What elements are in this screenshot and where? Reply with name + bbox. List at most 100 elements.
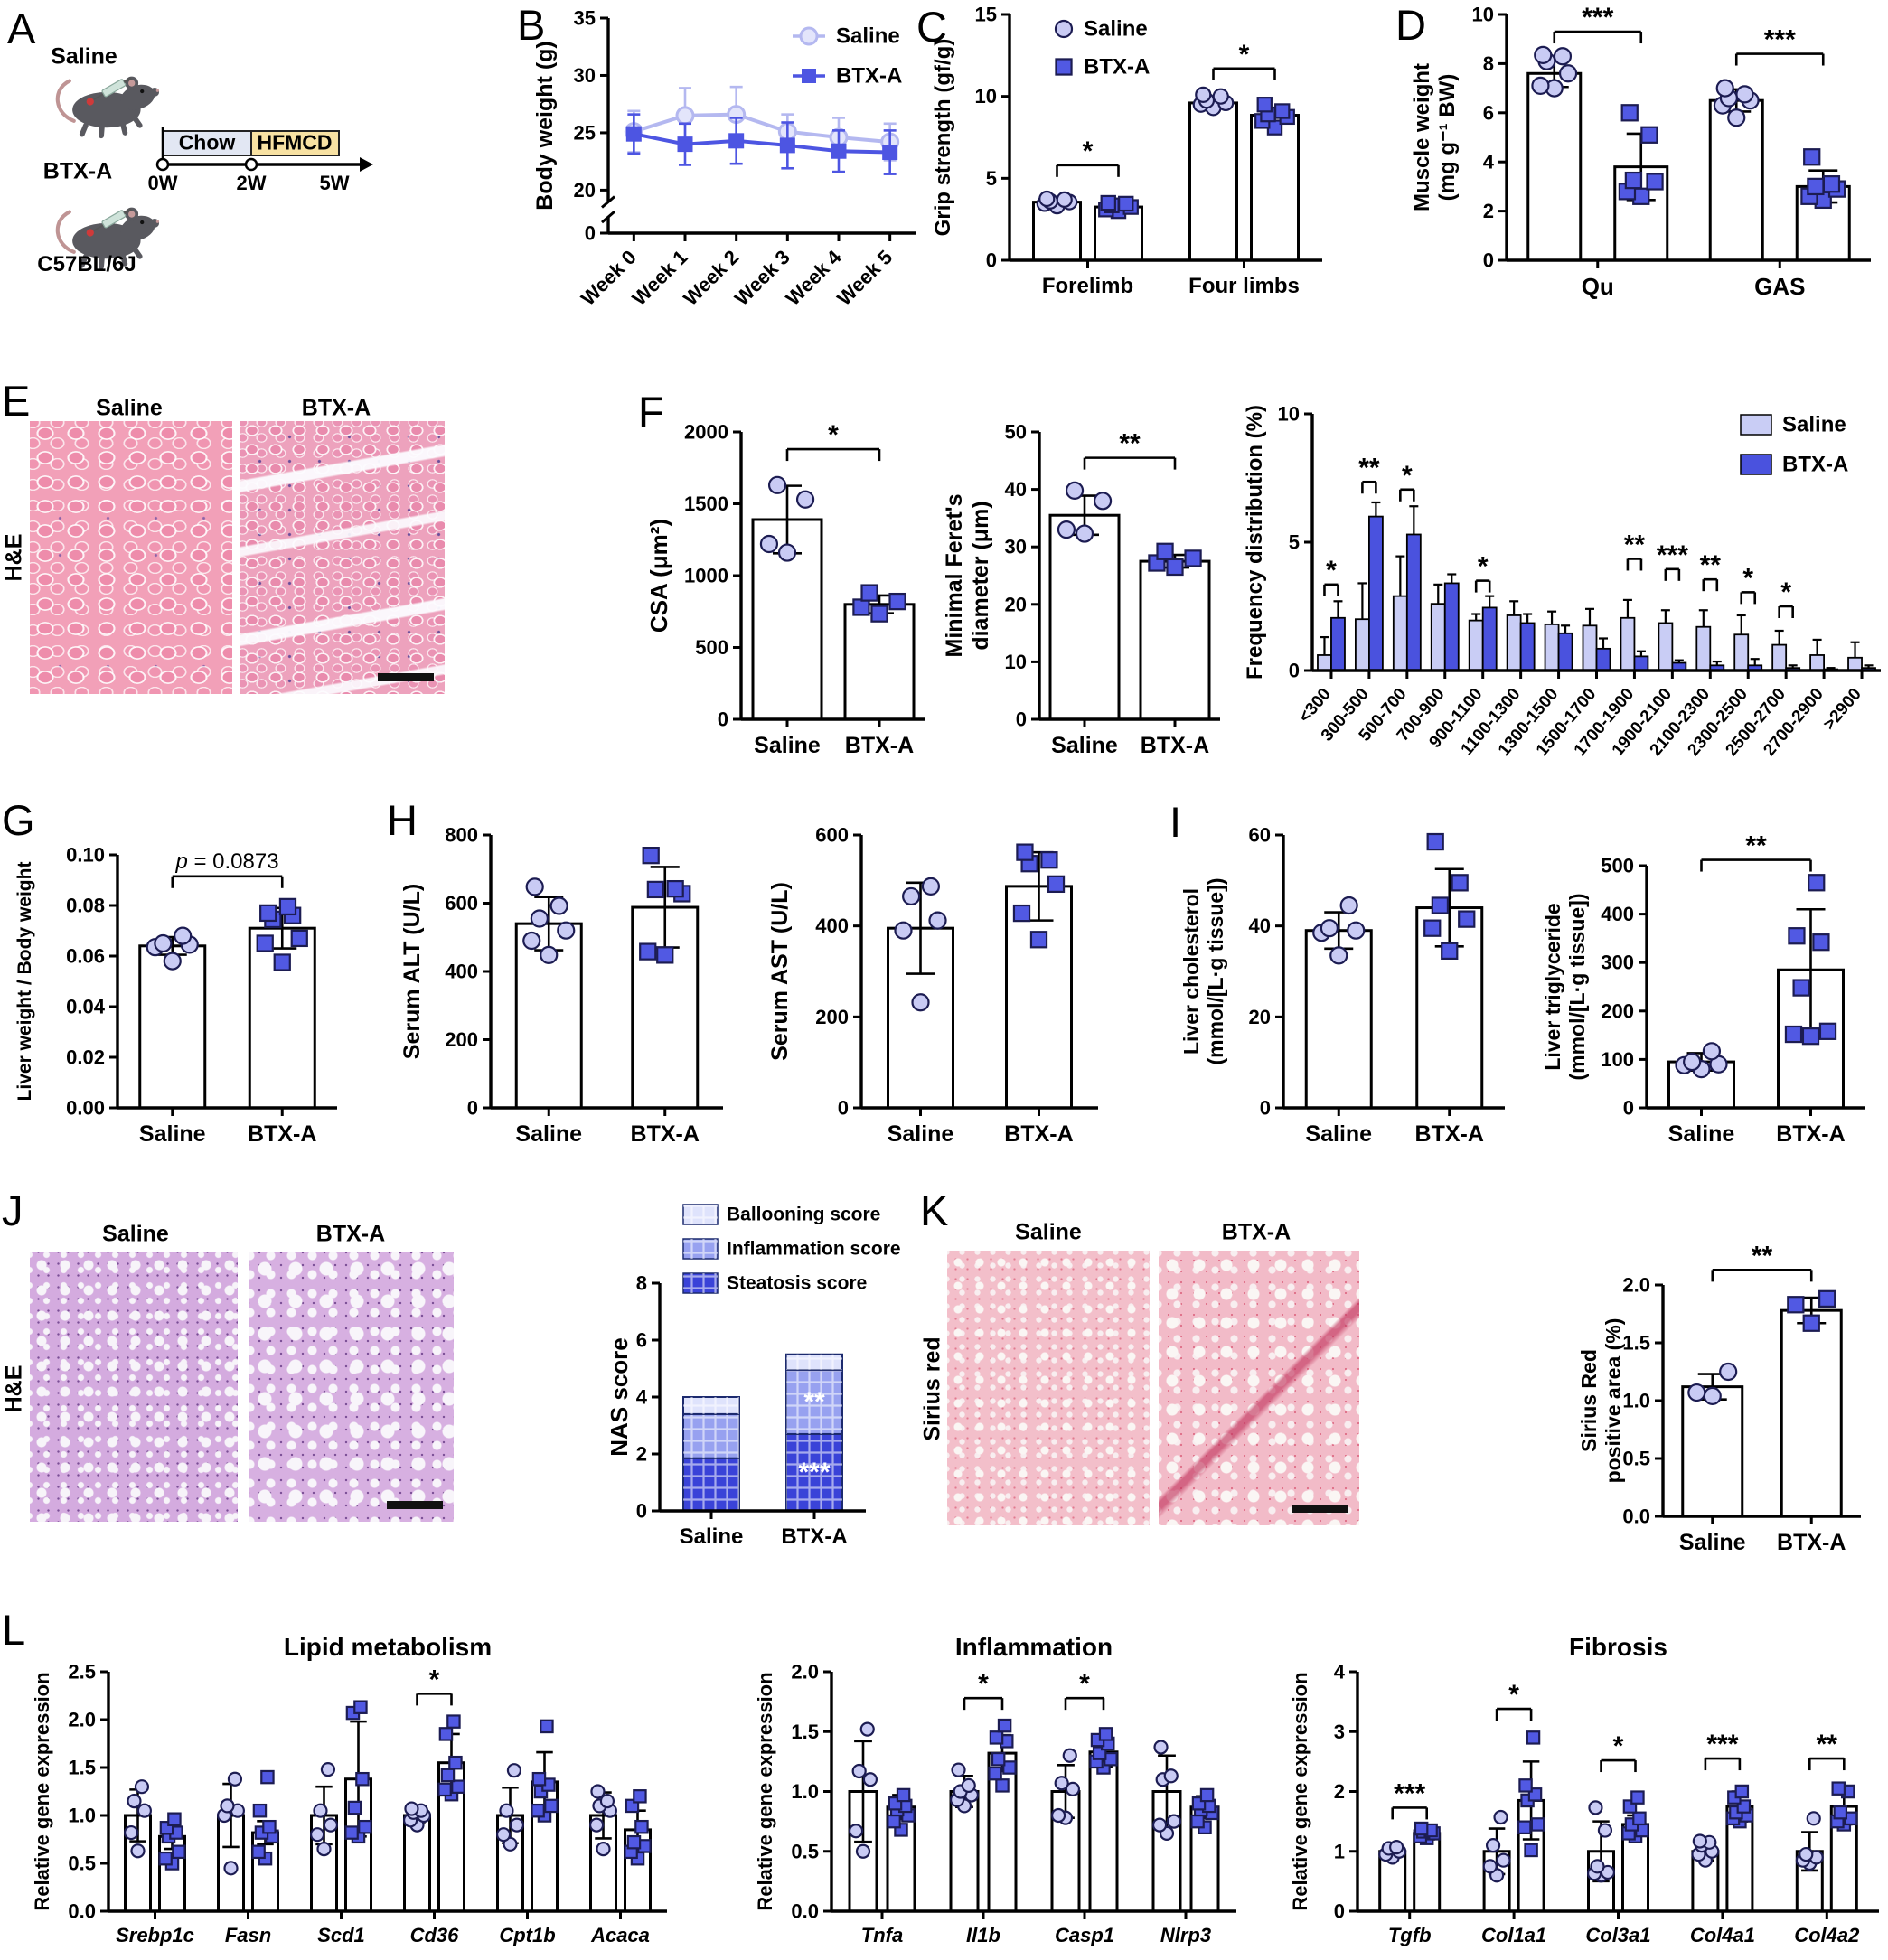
panel-label-b: B bbox=[517, 1, 546, 49]
svg-text:1.0: 1.0 bbox=[68, 1805, 96, 1827]
chart-liver-body-weight: 0.00 0.02 0.04 0.06 0.08 0.10 Liver weight / B… bbox=[7, 811, 360, 1155]
svg-text:1.5: 1.5 bbox=[68, 1757, 96, 1779]
svg-text:600: 600 bbox=[815, 824, 849, 847]
svg-text:15: 15 bbox=[975, 5, 997, 26]
svg-text:Lipid metabolism: Lipid metabolism bbox=[284, 1633, 492, 1661]
svg-text:40: 40 bbox=[1249, 914, 1271, 937]
chart-nas-score: *** ** 0 2 4 6 8 NAS score Saline BTX-A Ballooning… bbox=[604, 1200, 911, 1571]
svg-text:Saline: Saline bbox=[754, 733, 821, 758]
svg-text:BTX-A: BTX-A bbox=[1084, 55, 1150, 80]
svg-text:6: 6 bbox=[1483, 101, 1494, 124]
chart-frequency-distribution: 0 5 10 Frequency distribution (%) <300 300-50… bbox=[1238, 398, 1888, 786]
svg-text:Col4a2: Col4a2 bbox=[1794, 1924, 1860, 1946]
svg-text:1: 1 bbox=[1334, 1840, 1345, 1862]
svg-text:Ballooning score: Ballooning score bbox=[727, 1205, 880, 1225]
chart-serum-ast: 0 200 400 600 Serum AST (U/L) Saline BTX-A bbox=[764, 811, 1125, 1155]
chart-lipid-metabolism-genes: 0.0 0.5 1.0 1.5 2.0 2.5 Relative gene expressi… bbox=[25, 1625, 676, 1958]
svg-text:**: ** bbox=[803, 1387, 825, 1417]
svg-text:Serum ALT (U/L): Serum ALT (U/L) bbox=[399, 884, 425, 1059]
svg-text:0: 0 bbox=[1334, 1900, 1345, 1923]
svg-text:*: * bbox=[1613, 1731, 1624, 1761]
svg-text:2.0: 2.0 bbox=[791, 1661, 819, 1683]
svg-text:Casp1: Casp1 bbox=[1055, 1924, 1114, 1946]
sirius-red-image-btxa bbox=[1159, 1251, 1359, 1525]
svg-text:*: * bbox=[1780, 577, 1791, 607]
svg-text:BTX-A: BTX-A bbox=[836, 64, 902, 89]
svg-text:Liver cholesterol: Liver cholesterol bbox=[1179, 888, 1203, 1055]
svg-text:1.5: 1.5 bbox=[1622, 1332, 1650, 1355]
svg-text:Week 4: Week 4 bbox=[782, 245, 847, 310]
svg-text:*: * bbox=[1083, 136, 1094, 166]
e-column-title-btxa: BTX-A bbox=[301, 395, 371, 421]
svg-text:40: 40 bbox=[1005, 478, 1027, 501]
svg-text:BTX-A: BTX-A bbox=[1777, 1530, 1846, 1555]
svg-text:1500: 1500 bbox=[684, 492, 728, 515]
svg-text:Serum AST (U/L): Serum AST (U/L) bbox=[767, 882, 793, 1061]
svg-text:0.0: 0.0 bbox=[791, 1900, 819, 1923]
svg-text:(mg g⁻¹ BW): (mg g⁻¹ BW) bbox=[1435, 74, 1460, 202]
chart-grip-strength: 0 5 10 15 Grip strength (gf/g) Forelimb Four l… bbox=[926, 5, 1333, 304]
svg-text:Col4a1: Col4a1 bbox=[1690, 1924, 1755, 1946]
svg-text:*: * bbox=[1402, 461, 1413, 491]
svg-text:Week 0: Week 0 bbox=[577, 246, 641, 310]
k-stain-label: Sirius red bbox=[919, 1336, 945, 1441]
svg-text:60: 60 bbox=[1249, 824, 1271, 847]
svg-text:25: 25 bbox=[574, 121, 596, 144]
svg-text:400: 400 bbox=[1601, 903, 1634, 925]
panel-label-d: D bbox=[1395, 1, 1426, 49]
chart-liver-cholesterol: 0 20 40 60 Liver cholesterol (mmol/[L·g tissu… bbox=[1175, 811, 1527, 1155]
svg-text:Tgfb: Tgfb bbox=[1388, 1924, 1432, 1946]
svg-text:Saline: Saline bbox=[1084, 17, 1148, 42]
svg-text:50: 50 bbox=[1005, 421, 1027, 444]
svg-text:Srebp1c: Srebp1c bbox=[116, 1924, 194, 1946]
scale-bar bbox=[1292, 1505, 1348, 1513]
svg-text:*: * bbox=[1478, 552, 1489, 582]
svg-text:200: 200 bbox=[1601, 999, 1634, 1022]
svg-text:Col3a1: Col3a1 bbox=[1585, 1924, 1650, 1946]
svg-text:0.00: 0.00 bbox=[66, 1097, 105, 1120]
svg-text:400: 400 bbox=[445, 961, 478, 983]
svg-text:10: 10 bbox=[1472, 5, 1494, 26]
svg-text:NAS score: NAS score bbox=[606, 1337, 633, 1457]
svg-text:0.5: 0.5 bbox=[68, 1852, 96, 1875]
scale-bar bbox=[387, 1501, 443, 1509]
chart-muscle-weight: 0 2 4 6 8 10 Muscle weight (mg g⁻¹ BW) Qu GAS *** *… bbox=[1405, 5, 1884, 304]
svg-text:Relative gene expression: Relative gene expression bbox=[1289, 1672, 1311, 1910]
group-label-btxa: BTX-A bbox=[42, 158, 113, 184]
svg-text:100: 100 bbox=[1601, 1048, 1634, 1071]
svg-text:p = 0.0873: p = 0.0873 bbox=[174, 849, 278, 874]
sirius-red-image-saline bbox=[947, 1251, 1150, 1525]
panel-label-a: A bbox=[7, 5, 36, 52]
svg-text:***: *** bbox=[798, 1458, 830, 1487]
svg-text:20: 20 bbox=[574, 179, 596, 202]
svg-text:positive area (%): positive area (%) bbox=[1602, 1318, 1625, 1484]
panel-label-j: J bbox=[2, 1186, 23, 1234]
chart-serum-alt: 0 200 400 600 800 Serum ALT (U/L) Saline BTX-A bbox=[396, 811, 748, 1155]
svg-text:**: ** bbox=[1752, 1241, 1773, 1271]
svg-text:*: * bbox=[1508, 1680, 1519, 1710]
svg-text:Tnfa: Tnfa bbox=[861, 1924, 903, 1946]
svg-text:2: 2 bbox=[636, 1443, 647, 1466]
chart-liver-triglyceride: 0 100 200 300 400 500 Liver triglyceride (mmol/… bbox=[1536, 811, 1888, 1155]
panel-label-f: F bbox=[638, 388, 664, 436]
svg-text:Four limbs: Four limbs bbox=[1188, 274, 1300, 298]
svg-text:6: 6 bbox=[636, 1329, 647, 1352]
svg-text:BTX-A: BTX-A bbox=[1776, 1121, 1845, 1147]
scale-bar bbox=[378, 673, 434, 681]
svg-text:Saline: Saline bbox=[680, 1524, 744, 1549]
svg-text:1.0: 1.0 bbox=[1622, 1390, 1650, 1412]
svg-text:0.06: 0.06 bbox=[66, 945, 105, 968]
svg-text:BTX-A: BTX-A bbox=[631, 1121, 700, 1147]
svg-text:20: 20 bbox=[1249, 1006, 1271, 1028]
svg-text:2.0: 2.0 bbox=[68, 1709, 96, 1731]
svg-text:Week 5: Week 5 bbox=[832, 246, 897, 310]
svg-text:diameter (μm): diameter (μm) bbox=[968, 501, 993, 650]
svg-text:Week 3: Week 3 bbox=[730, 246, 794, 310]
svg-text:Saline: Saline bbox=[515, 1121, 582, 1147]
svg-text:0: 0 bbox=[1016, 708, 1027, 731]
svg-text:0: 0 bbox=[838, 1097, 849, 1120]
svg-text:2: 2 bbox=[1334, 1780, 1345, 1803]
experiment-schematic bbox=[55, 76, 373, 270]
svg-text:0.10: 0.10 bbox=[66, 844, 105, 867]
